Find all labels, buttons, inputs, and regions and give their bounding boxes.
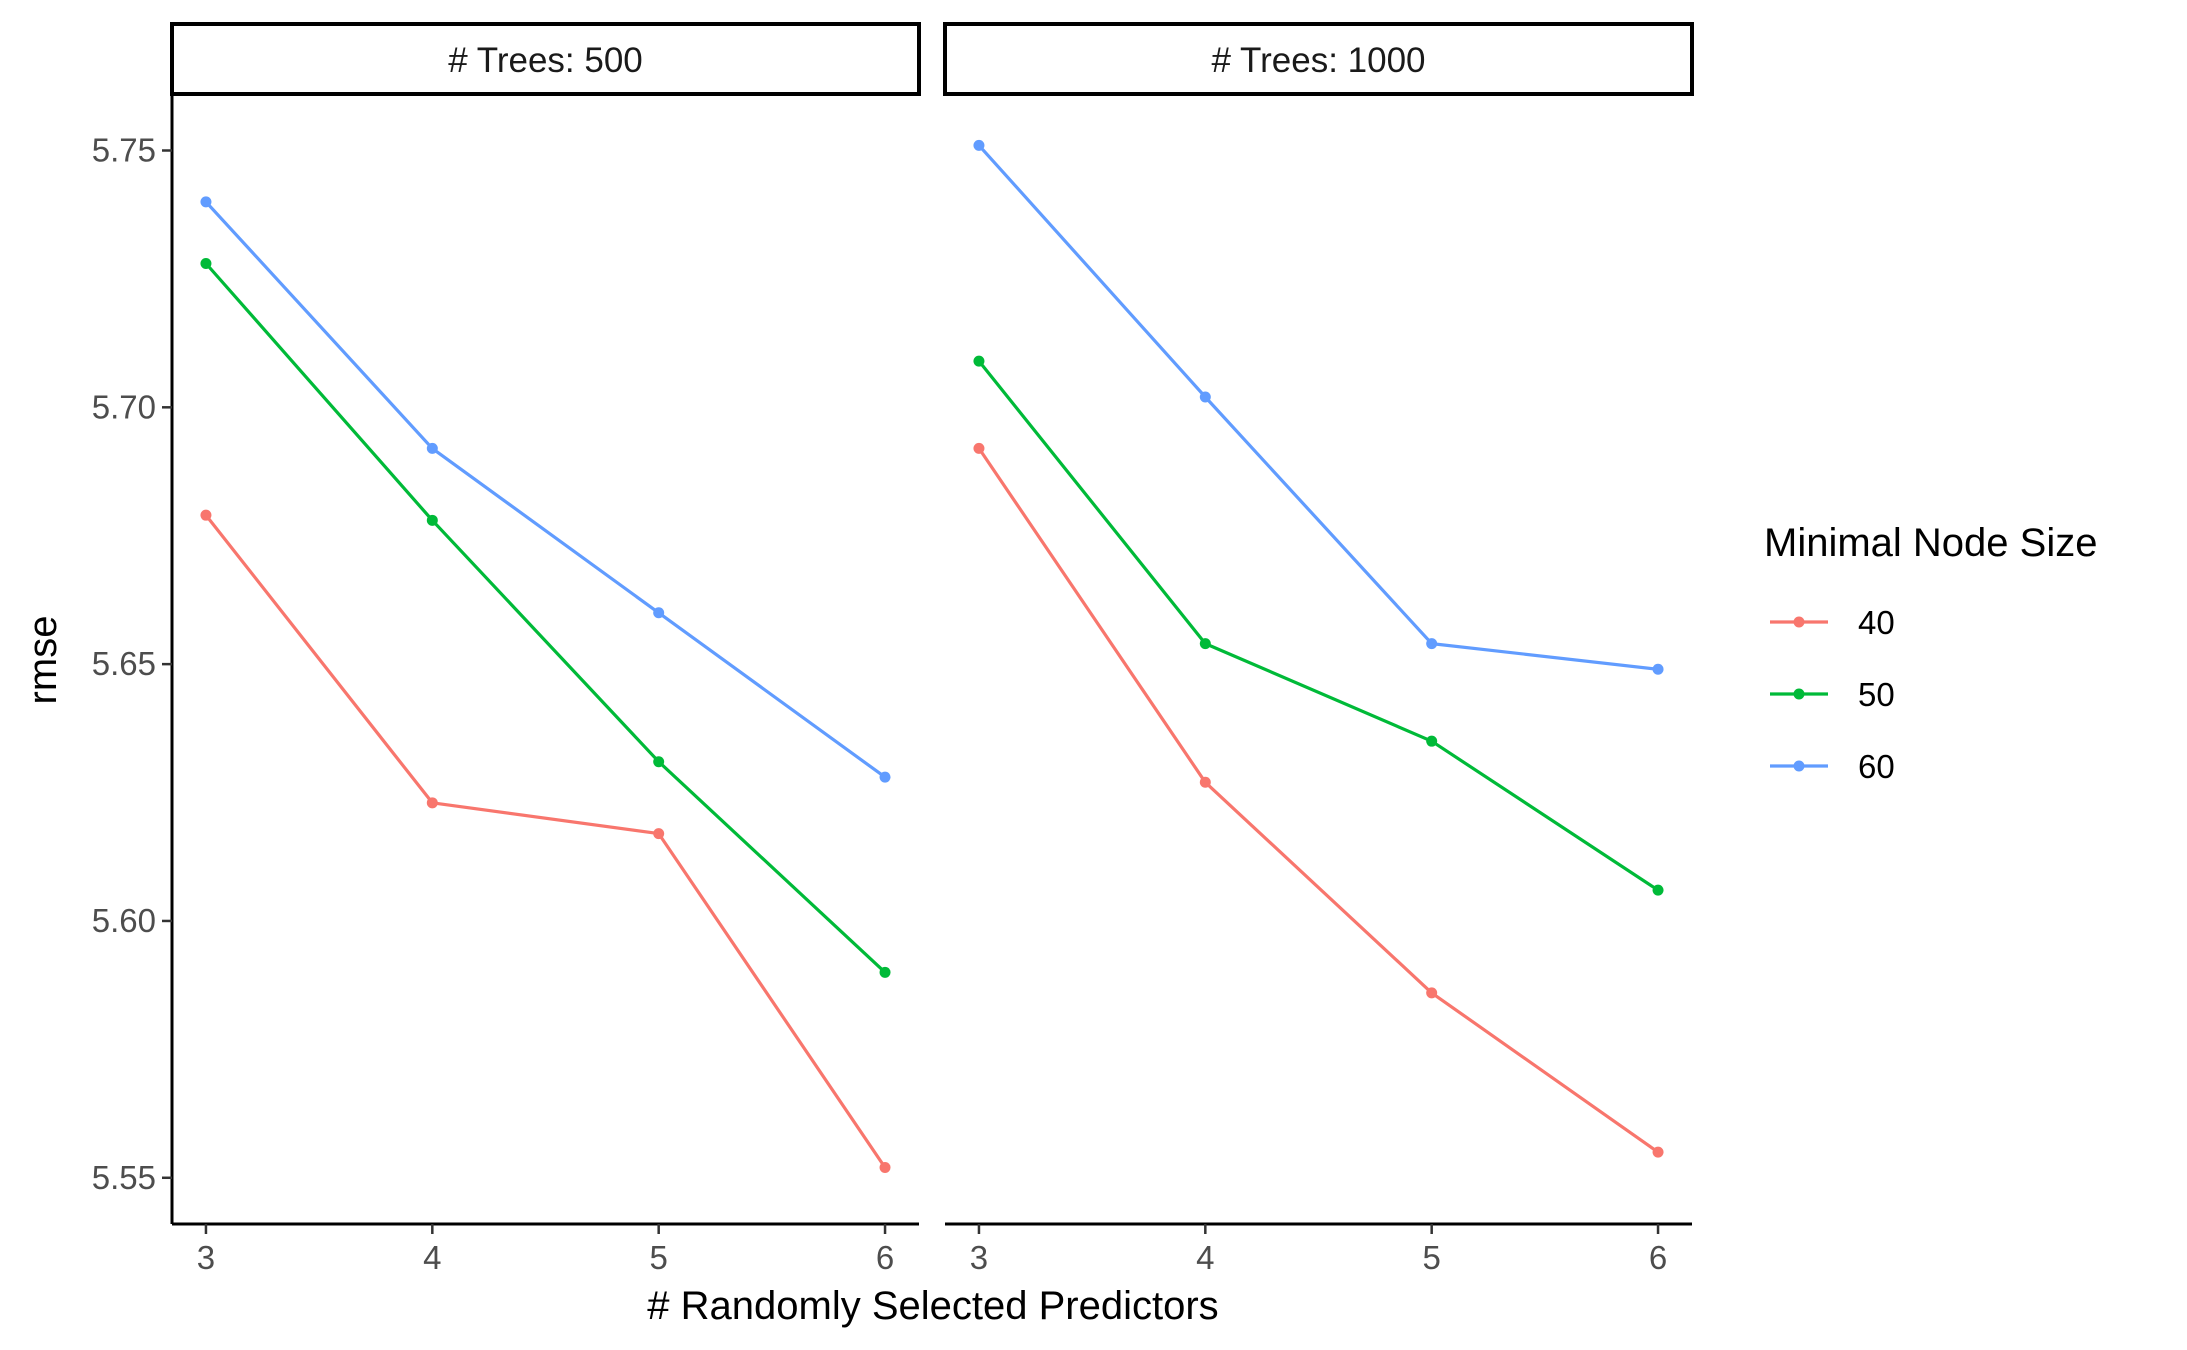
data-point-50 bbox=[653, 756, 665, 768]
data-point-40 bbox=[426, 797, 438, 809]
series-line-40 bbox=[977, 447, 1659, 1154]
legend-label-60: 60 bbox=[1858, 748, 1895, 785]
y-tick-label: 5.75 bbox=[92, 132, 156, 169]
y-axis-title: rmse bbox=[21, 616, 65, 705]
y-tick-label: 5.70 bbox=[92, 388, 156, 425]
legend-key-point-60 bbox=[1793, 760, 1805, 772]
data-point-60 bbox=[973, 139, 985, 151]
facet-panel-2: # Trees: 1000 3 4 5 6 bbox=[943, 22, 1694, 1276]
data-point-60 bbox=[1652, 663, 1664, 675]
x-tick-label: 4 bbox=[423, 1239, 441, 1276]
y-axis: 5.55 5.60 5.65 5.70 5.75 bbox=[92, 94, 174, 1224]
data-point-50 bbox=[879, 966, 891, 978]
data-point-40 bbox=[1199, 776, 1211, 788]
x-tick-label: 6 bbox=[1649, 1239, 1667, 1276]
series-line-60 bbox=[977, 144, 1659, 671]
data-point-50 bbox=[200, 258, 212, 269]
data-point-40 bbox=[973, 442, 985, 454]
data-point-60 bbox=[879, 771, 891, 783]
legend-key-point-50 bbox=[1793, 688, 1805, 700]
data-point-50 bbox=[426, 514, 438, 526]
series-line-40 bbox=[204, 514, 887, 1169]
legend: Minimal Node Size 40 50 60 bbox=[1764, 521, 2097, 785]
data-point-50 bbox=[973, 355, 985, 367]
data-point-60 bbox=[426, 442, 438, 454]
data-point-40 bbox=[1426, 987, 1438, 999]
data-point-60 bbox=[200, 196, 212, 208]
facet-panels: # Trees: 500 3 4 5 6 # Trees: 1000 3 4 5 6 bbox=[170, 22, 1694, 1276]
data-point-60 bbox=[1199, 391, 1211, 403]
y-tick-label: 5.60 bbox=[92, 902, 156, 939]
legend-label-50: 50 bbox=[1858, 676, 1895, 713]
x-tick-label: 4 bbox=[1196, 1239, 1214, 1276]
x-tick-label: 3 bbox=[970, 1239, 988, 1276]
data-point-50 bbox=[1199, 638, 1211, 650]
series-line-60 bbox=[204, 200, 886, 779]
y-tick-label: 5.55 bbox=[92, 1159, 156, 1196]
series-line-50 bbox=[977, 360, 1659, 892]
data-point-50 bbox=[1426, 735, 1438, 747]
x-tick-label: 5 bbox=[650, 1239, 668, 1276]
data-point-40 bbox=[879, 1162, 891, 1173]
legend-label-40: 40 bbox=[1858, 604, 1895, 641]
data-point-40 bbox=[1652, 1146, 1664, 1158]
x-tick-label: 6 bbox=[876, 1239, 894, 1276]
x-axis-title: # Randomly Selected Predictors bbox=[647, 1284, 1218, 1328]
data-point-60 bbox=[653, 607, 665, 619]
data-point-40 bbox=[200, 509, 212, 521]
facet-panel-1: # Trees: 500 3 4 5 6 bbox=[170, 22, 921, 1276]
data-point-50 bbox=[1652, 884, 1664, 896]
series-line-50 bbox=[204, 262, 887, 974]
legend-key-point-40 bbox=[1793, 616, 1805, 628]
facet-strip bbox=[943, 22, 1694, 96]
x-tick-label: 5 bbox=[1423, 1239, 1441, 1276]
facet-strip bbox=[170, 22, 921, 96]
data-point-40 bbox=[653, 828, 665, 840]
y-tick-label: 5.65 bbox=[92, 645, 156, 682]
data-point-60 bbox=[1426, 638, 1438, 650]
facet-strip-label: # Trees: 1000 bbox=[1211, 41, 1425, 80]
facet-strip-label: # Trees: 500 bbox=[448, 41, 643, 80]
x-tick-label: 3 bbox=[197, 1239, 215, 1276]
legend-title: Minimal Node Size bbox=[1764, 521, 2097, 565]
